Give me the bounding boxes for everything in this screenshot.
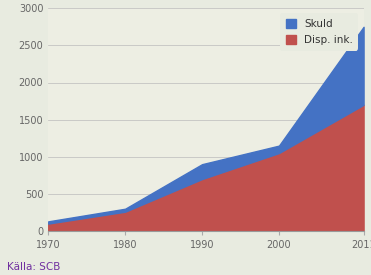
Legend: Skuld, Disp. ink.: Skuld, Disp. ink. (280, 13, 358, 51)
Text: Källa: SCB: Källa: SCB (7, 262, 61, 272)
